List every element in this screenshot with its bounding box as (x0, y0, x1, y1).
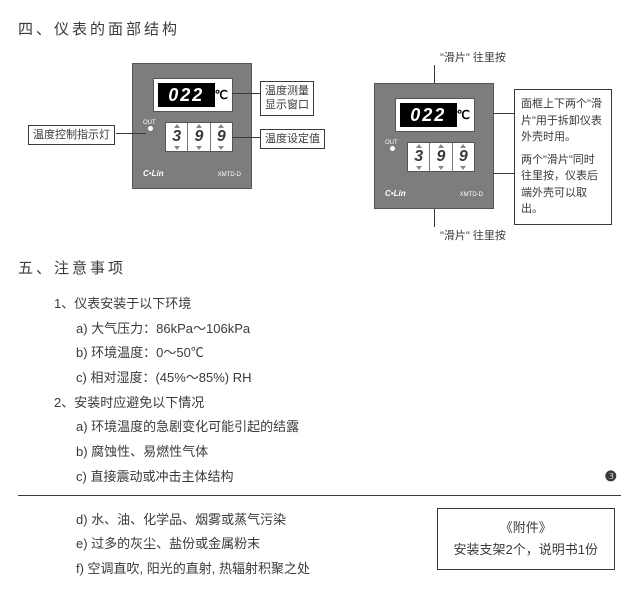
display-value: 022 (400, 103, 457, 127)
thumb-digit: 9 (188, 123, 210, 151)
thumb-digit: 9 (453, 143, 474, 171)
thumb-digit: 3 (166, 123, 188, 151)
list-sub: c) 相对湿度：(45%～85%) RH (76, 366, 621, 391)
brand-label: C•Lin (143, 169, 164, 178)
callout-line (494, 173, 514, 174)
thumbwheel-row: 3 9 9 (407, 142, 475, 172)
callout-led: 温度控制指示灯 (28, 125, 115, 145)
callout-line (232, 93, 260, 94)
lcd-window: 022 ℃ (153, 78, 233, 112)
callout-line (494, 113, 514, 114)
diagram-left: 022 ℃ OUT 3 9 9 C•Lin XMTD-D 温度测量显示窗口 温度… (28, 53, 318, 203)
led-indicator (390, 146, 395, 151)
section5-title: 五、注意事项 (18, 257, 621, 278)
model-label: XMTD-D (218, 172, 241, 178)
callout-line (232, 137, 260, 138)
display-unit: ℃ (215, 88, 228, 102)
list-sub: f) 空调直吹, 阳光的直射, 热辐射积聚之处 (76, 557, 310, 582)
list-item: 1、仪表安装于以下环境 (54, 292, 621, 317)
brand-label: C•Lin (385, 189, 406, 198)
list-sub: e) 过多的灰尘、盐份或金属粉末 (76, 532, 310, 557)
instrument-face: 022 ℃ OUT 3 9 9 C•Lin XMTD-D (374, 83, 494, 209)
list-sub: b) 腐蚀性、易燃性气体 (76, 440, 621, 465)
thumb-digit: 9 (211, 123, 232, 151)
model-label: XMTD-D (460, 192, 483, 198)
note-box: 面框上下两个"滑片"用于拆卸仪表外壳时用。 两个"滑片"同时往里按，仪表后端外壳… (514, 89, 612, 225)
list-sub: d) 水、油、化学品、烟雾或蒸气污染 (76, 508, 310, 533)
list-sub: b) 环境温度：0～50℃ (76, 341, 621, 366)
callout-line (434, 65, 435, 85)
thumbwheel-row: 3 9 9 (165, 122, 233, 152)
list-sub: a) 环境温度的急剧变化可能引起的结露 (76, 415, 621, 440)
appendix-title: 《附件》 (454, 517, 598, 539)
instrument-face: 022 ℃ OUT 3 9 9 C•Lin XMTD-D (132, 63, 252, 189)
list-sub: a) 大气压力：86kPa～106kPa (76, 317, 621, 342)
callout-slide-top: "滑片" 往里按 (436, 49, 510, 67)
thumb-digit: 3 (408, 143, 430, 171)
diagram-right: "滑片" 往里按 022 ℃ OUT 3 9 9 C•Lin XMTD-D "滑… (348, 53, 618, 243)
led-indicator (148, 126, 153, 131)
appendix-box: 《附件》 安装支架2个，说明书1份 (437, 508, 615, 570)
callout-display: 温度测量显示窗口 (260, 81, 314, 116)
lcd-window: 022 ℃ (395, 98, 475, 132)
display-value: 022 (158, 83, 215, 107)
note-text-2: 两个"滑片"同时往里按，仪表后端外壳可以取出。 (521, 152, 605, 218)
appendix-text: 安装支架2个，说明书1份 (454, 539, 598, 561)
callout-set: 温度设定值 (260, 129, 325, 149)
callout-slide-bottom: "滑片" 往里按 (436, 227, 510, 245)
list-item: 2、安装时应避免以下情况 (54, 391, 621, 416)
display-unit: ℃ (457, 108, 470, 122)
section4-title: 四、仪表的面部结构 (18, 18, 621, 39)
divider (18, 495, 621, 496)
thumb-digit: 9 (430, 143, 452, 171)
callout-line (116, 133, 146, 134)
note-text-1: 面框上下两个"滑片"用于拆卸仪表外壳时用。 (521, 96, 605, 146)
section5-list: 1、仪表安装于以下环境 a) 大气压力：86kPa～106kPa b) 环境温度… (54, 292, 621, 490)
callout-line (434, 209, 435, 227)
